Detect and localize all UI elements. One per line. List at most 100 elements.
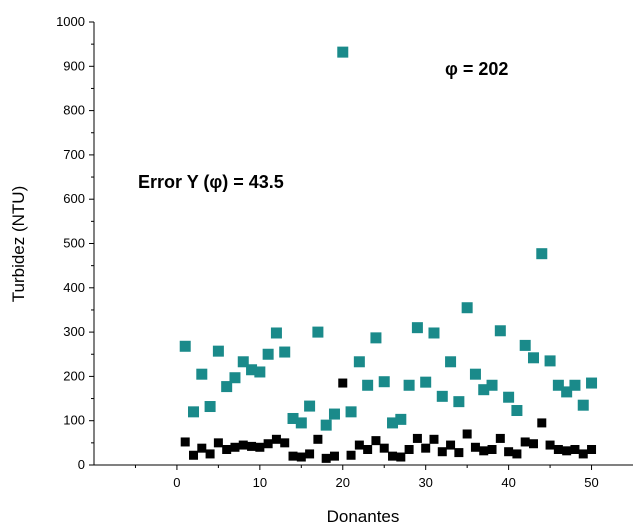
data-point: [237, 356, 249, 368]
data-point: [280, 438, 290, 448]
data-point: [462, 429, 472, 439]
data-point: [403, 379, 415, 391]
data-point: [553, 444, 563, 454]
x-tick-label: 50: [584, 475, 598, 490]
x-tick-label: 0: [173, 475, 180, 490]
data-point: [379, 443, 389, 453]
data-points: [179, 46, 598, 463]
data-point: [196, 368, 208, 380]
data-point: [479, 446, 489, 456]
data-point: [262, 348, 274, 360]
data-point: [486, 379, 498, 391]
data-point: [329, 451, 339, 461]
y-tick-label: 100: [63, 413, 85, 428]
data-point: [362, 379, 374, 391]
data-point: [470, 442, 480, 452]
data-point: [387, 417, 399, 429]
data-point: [222, 444, 232, 454]
data-point: [503, 391, 515, 403]
data-point: [212, 345, 224, 357]
data-point: [420, 376, 432, 388]
x-axis-ticks: 0 10 20 30 40 50: [134, 465, 599, 490]
y-tick-label: 200: [63, 368, 85, 383]
data-point: [247, 441, 257, 451]
data-point: [238, 440, 248, 450]
data-point: [338, 378, 348, 388]
y-tick-label: 400: [63, 280, 85, 295]
data-point: [411, 322, 423, 334]
data-point: [537, 418, 547, 428]
data-point: [495, 433, 505, 443]
data-point: [221, 381, 233, 393]
data-point: [587, 444, 597, 454]
data-point: [412, 433, 422, 443]
data-point: [304, 400, 316, 412]
y-axis-ticks: 0 100 200 300 400 500 600 700 800 900 1000: [56, 14, 94, 472]
phi-annotation: φ = 202: [445, 59, 508, 79]
data-point: [504, 447, 514, 457]
y-tick-label: 500: [63, 236, 85, 251]
data-point: [544, 355, 556, 367]
data-point: [586, 377, 598, 389]
data-point: [189, 450, 199, 460]
data-point: [487, 444, 497, 454]
data-point: [353, 356, 365, 368]
y-tick-label: 300: [63, 324, 85, 339]
data-point: [288, 451, 298, 461]
data-point: [446, 440, 456, 450]
data-point: [246, 364, 258, 376]
data-point: [528, 439, 538, 449]
data-point: [254, 366, 266, 378]
data-point: [461, 302, 473, 314]
x-tick-label: 40: [501, 475, 515, 490]
data-point: [188, 406, 200, 418]
data-point: [321, 453, 331, 463]
y-tick-label: 600: [63, 191, 85, 206]
data-point: [527, 352, 539, 364]
y-tick-label: 900: [63, 58, 85, 73]
data-point: [337, 46, 349, 58]
data-point: [520, 437, 530, 447]
data-point: [388, 451, 398, 461]
data-point: [421, 443, 431, 453]
data-point: [279, 346, 291, 358]
axes: [93, 22, 633, 466]
data-point: [437, 447, 447, 457]
data-point: [271, 434, 281, 444]
data-point: [287, 412, 299, 424]
x-axis-title: Donantes: [327, 507, 400, 526]
x-tick-label: 30: [418, 475, 432, 490]
data-point: [205, 449, 215, 459]
data-point: [328, 408, 340, 420]
data-point: [577, 399, 589, 411]
data-point: [305, 449, 315, 459]
data-point: [578, 449, 588, 459]
data-point: [295, 417, 307, 429]
data-point: [536, 248, 548, 260]
y-tick-label: 0: [78, 457, 85, 472]
data-point: [428, 327, 440, 339]
data-point: [378, 376, 390, 388]
data-point: [346, 450, 356, 460]
data-series: [179, 46, 598, 431]
y-tick-label: 700: [63, 147, 85, 162]
data-point: [229, 372, 241, 384]
data-point: [213, 438, 223, 448]
data-point: [363, 444, 373, 454]
data-point: [345, 406, 357, 418]
data-point: [453, 396, 465, 408]
data-point: [313, 434, 323, 444]
data-point: [180, 437, 190, 447]
data-point: [255, 442, 265, 452]
data-point: [270, 327, 282, 339]
data-point: [320, 419, 332, 431]
data-point: [204, 401, 216, 413]
data-point: [354, 440, 364, 450]
data-point: [230, 442, 240, 452]
data-point: [396, 452, 406, 462]
data-point: [454, 448, 464, 458]
data-point: [519, 339, 531, 351]
y-tick-label: 1000: [56, 14, 85, 29]
data-point: [494, 325, 506, 337]
